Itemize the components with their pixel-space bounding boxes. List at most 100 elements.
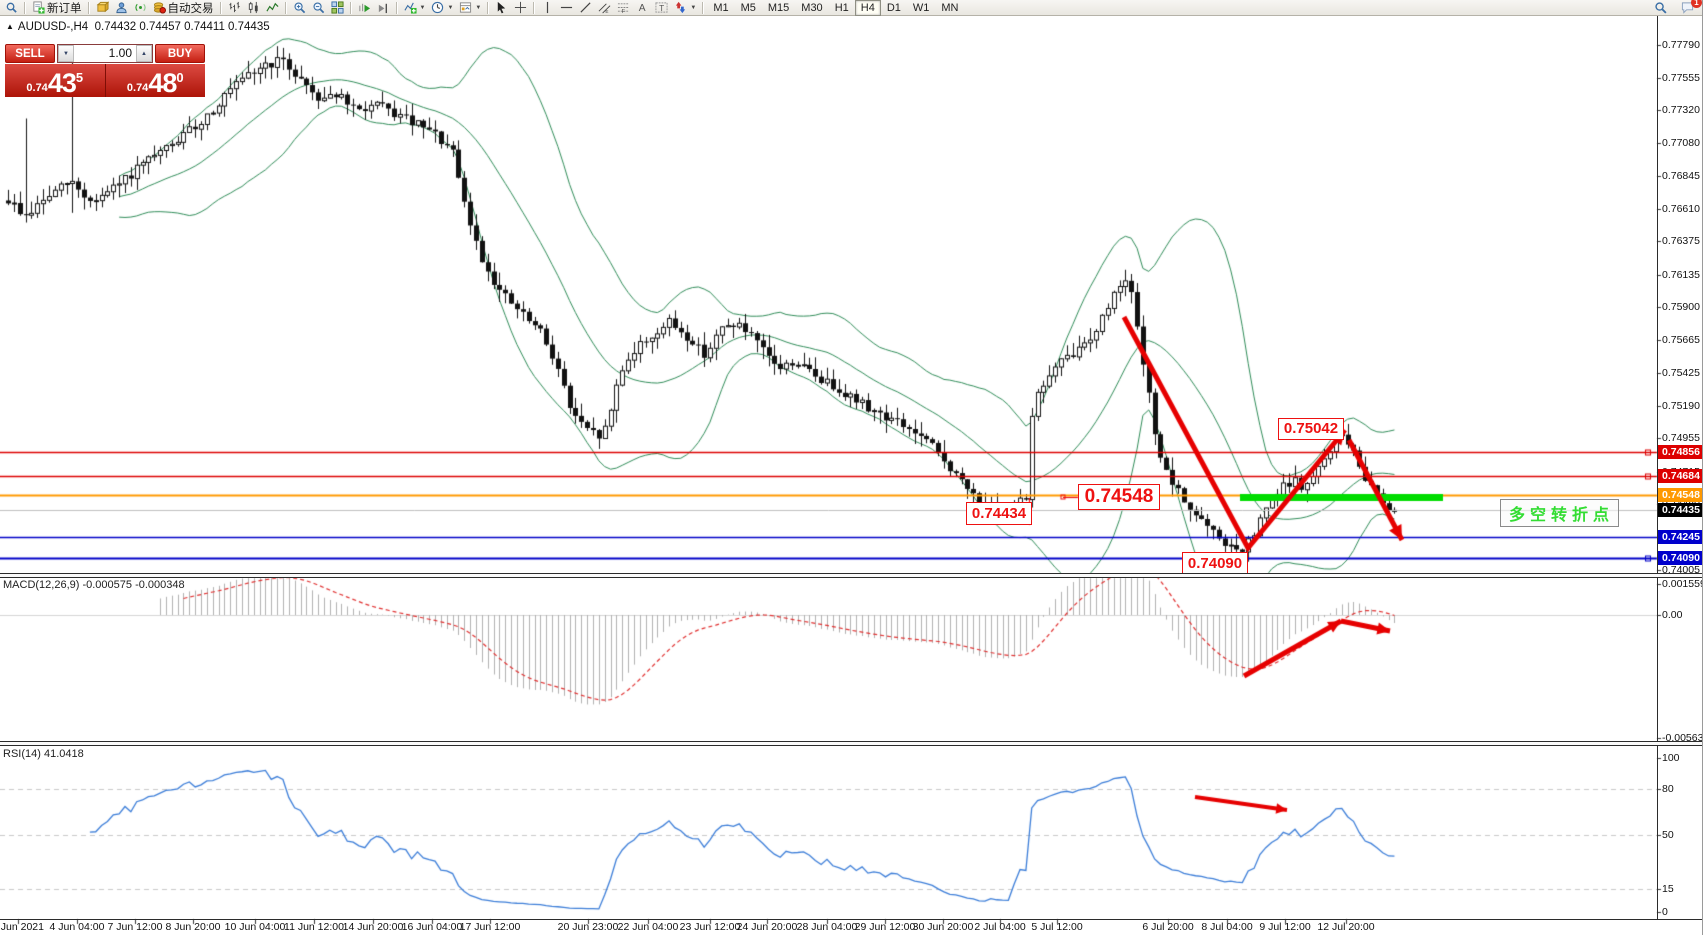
sell-price-big: 43	[47, 68, 77, 98]
macd-tick: 0.00	[1662, 609, 1683, 621]
toolbar-separator	[87, 1, 90, 14]
macd-pane-splitter[interactable]	[0, 573, 1703, 578]
bar-chart-mode-icon[interactable]	[225, 0, 244, 16]
timeframe-h1-button[interactable]: H1	[834, 1, 849, 14]
volume-up-button[interactable]: ▲	[136, 45, 152, 62]
price-annotation[interactable]: 0.74090	[1182, 552, 1248, 575]
search-icon[interactable]	[1651, 0, 1670, 16]
price-tick: 0.75425	[1662, 367, 1700, 380]
buy-price-button[interactable]: 0.74 48 0	[105, 64, 205, 97]
auto-trading-button[interactable]: 自动交易	[150, 0, 217, 16]
fibonacci-tool-icon[interactable]: F	[614, 0, 633, 16]
price-tick: 0.75665	[1662, 333, 1700, 346]
price-tick: 0.75190	[1662, 399, 1700, 412]
dropdown-caret-icon[interactable]: ▼	[475, 4, 482, 11]
collapse-triangle-icon[interactable]: ▲	[6, 22, 14, 31]
time-label: 4 Jun 04:00	[49, 921, 105, 933]
volume-field[interactable]: 1.00	[108, 46, 132, 60]
time-label: 7 Jun 12:00	[107, 921, 163, 933]
signals-icon[interactable]	[131, 0, 150, 16]
price-tick: 0.74955	[1662, 432, 1700, 445]
zoom-in-icon[interactable]	[290, 0, 309, 16]
buy-button[interactable]: BUY	[155, 44, 205, 63]
price-tag: 0.74435	[1658, 503, 1703, 518]
price-annotation[interactable]: 0.74548	[1078, 484, 1160, 510]
time-label: 12 Jul 20:00	[1317, 921, 1375, 933]
price-tick: 0.77790	[1662, 39, 1700, 51]
rsi-tick: 0	[1662, 906, 1668, 918]
chart-title-text: AUDUSD-,H4 0.74432 0.74457 0.74411 0.744…	[17, 21, 270, 33]
price-axis-line	[1657, 16, 1658, 919]
auto-scroll-icon[interactable]	[355, 0, 374, 16]
arrows-tool-icon[interactable]: ▼	[671, 0, 699, 16]
sell-price-button[interactable]: 0.74 43 5	[5, 64, 106, 97]
price-tag: 0.74245	[1658, 529, 1703, 544]
svg-text:T: T	[660, 3, 665, 13]
time-label: 16 Jun 04:00	[401, 921, 463, 933]
time-label: 6 Jul 20:00	[1142, 921, 1194, 933]
one-click-trading-panel: SELL ▼ 1.00 ▲ BUY 0.74 43 5 0.74 48 0	[5, 44, 205, 98]
horizontal-line-tool-icon[interactable]	[557, 0, 576, 16]
rsi-pane-splitter[interactable]	[0, 741, 1703, 746]
dropdown-caret-icon[interactable]: ▼	[447, 4, 454, 11]
equidistant-channel-tool-icon[interactable]: E	[595, 0, 614, 16]
time-label: 8 Jun 20:00	[165, 921, 221, 933]
data-window-icon[interactable]	[112, 0, 131, 16]
price-annotation[interactable]: 0.75042	[1278, 418, 1344, 440]
time-label: 17 Jun 12:00	[459, 921, 521, 933]
timeframe-d1-button[interactable]: D1	[886, 1, 901, 14]
time-label: 24 Jun 20:00	[736, 921, 798, 933]
dropdown-caret-icon[interactable]: ▼	[419, 4, 426, 11]
sell-price-sup: 5	[75, 70, 84, 85]
tile-windows-icon[interactable]	[328, 0, 347, 16]
text-tool-icon[interactable]: A	[633, 0, 652, 16]
rsi-tick: 15	[1662, 883, 1674, 895]
candlestick-mode-icon[interactable]	[244, 0, 263, 16]
price-tag: 0.74856	[1658, 444, 1703, 459]
buy-price-base: 0.74	[126, 82, 149, 94]
timeframe-m5-button[interactable]: M5	[740, 1, 756, 14]
timeframe-m15-button[interactable]: M15	[767, 1, 790, 14]
timeframe-w1-button[interactable]: W1	[912, 1, 930, 14]
text-label-tool-icon[interactable]: T	[652, 0, 671, 16]
timeframe-mn-button[interactable]: MN	[941, 1, 959, 14]
time-label: 29 Jun 12:00	[854, 921, 916, 933]
toolbar: 新订单 自动交易 ▼ ▼ ▼ E F A T ▼ M1 M5 M15 M30 H1 H4 D1 W1 MN 1	[0, 0, 1703, 16]
print-preview-icon[interactable]	[2, 0, 21, 16]
templates-icon[interactable]: ▼	[456, 0, 484, 16]
toolbar-separator	[533, 1, 536, 14]
buy-price-sup: 0	[176, 70, 184, 85]
sell-button[interactable]: SELL	[5, 44, 55, 63]
volume-down-button[interactable]: ▼	[58, 45, 74, 62]
line-chart-mode-icon[interactable]	[263, 0, 282, 16]
zoom-out-icon[interactable]	[309, 0, 328, 16]
cursor-tool-icon[interactable]	[492, 0, 511, 16]
notifications-icon[interactable]: 1	[1678, 0, 1702, 16]
timeframe-m30-button[interactable]: M30	[801, 1, 823, 14]
time-label: 14 Jun 20:00	[342, 921, 404, 933]
time-label: 9 Jul 12:00	[1259, 921, 1311, 933]
svg-text:A: A	[639, 3, 646, 14]
notification-badge: 1	[1691, 0, 1702, 8]
trendline-tool-icon[interactable]	[576, 0, 595, 16]
crosshair-tool-icon[interactable]	[511, 0, 530, 16]
dropdown-caret-icon[interactable]: ▼	[690, 4, 697, 11]
price-tag: 0.74548	[1658, 487, 1703, 502]
market-watch-icon[interactable]	[93, 0, 112, 16]
timeframe-m1-button[interactable]: M1	[713, 1, 729, 14]
price-annotation[interactable]: 0.74434	[966, 502, 1032, 525]
time-label: 20 Jun 23:00	[557, 921, 619, 933]
time-label: 5 Jul 12:00	[1031, 921, 1083, 933]
periods-icon[interactable]: ▼	[428, 0, 456, 16]
vertical-line-tool-icon[interactable]	[538, 0, 557, 16]
new-order-button[interactable]: 新订单	[29, 0, 85, 16]
macd-tick: 0.001559	[1662, 578, 1703, 590]
turning-point-note[interactable]: 多空转折点	[1500, 499, 1620, 527]
indicators-list-icon[interactable]: ▼	[401, 0, 429, 16]
time-label: 23 Jun 12:00	[679, 921, 741, 933]
timeframe-h4-button[interactable]: H4	[854, 0, 881, 16]
chart-shift-icon[interactable]	[374, 0, 393, 16]
